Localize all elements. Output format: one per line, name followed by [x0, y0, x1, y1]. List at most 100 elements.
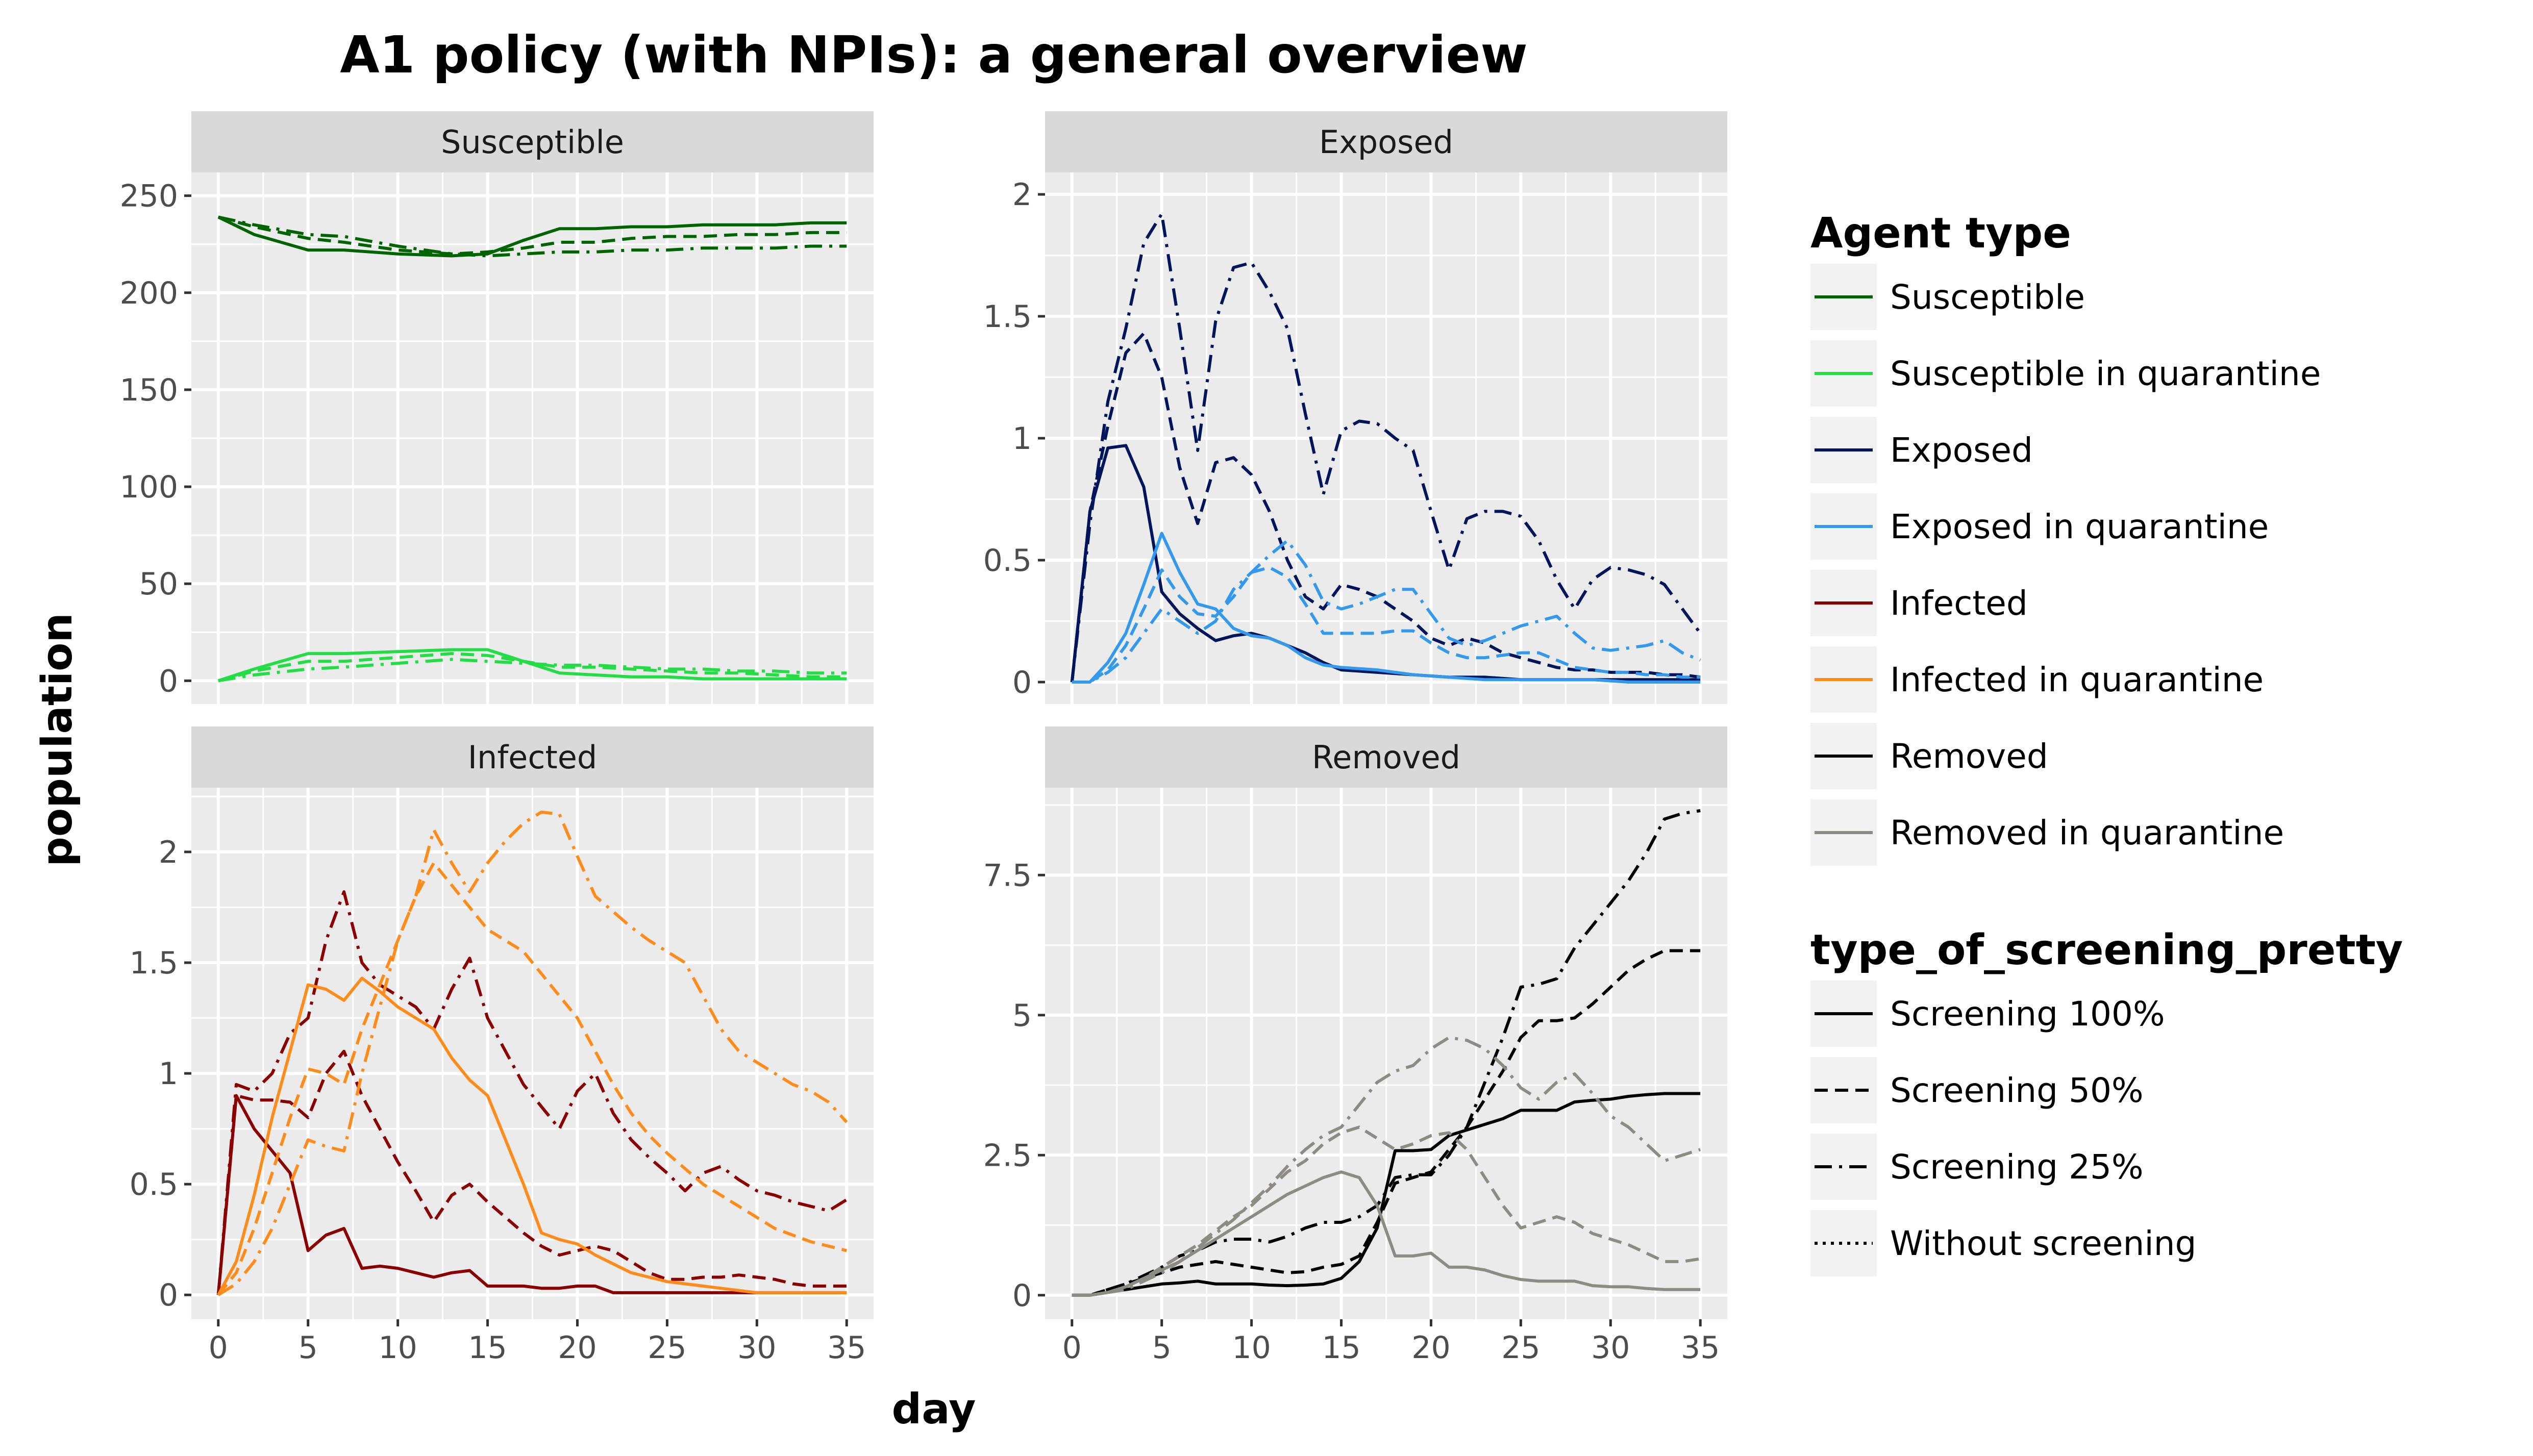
- x-tick-label: 35: [1681, 1330, 1720, 1366]
- legend: Agent type Susceptible Susceptible in quar…: [1810, 209, 2403, 1276]
- y-tick-label: 1: [1012, 421, 1032, 457]
- strip-label-infected: Infected: [468, 739, 597, 776]
- panel-susceptible: Susceptible 0 50 100 150 200 250: [119, 111, 874, 704]
- legend-item-screening-25: Screening 25%: [1810, 1134, 2144, 1200]
- y-tick-label: 50: [139, 566, 178, 602]
- legend-label: Infected in quarantine: [1890, 660, 2264, 699]
- strip-label-exposed: Exposed: [1319, 123, 1453, 161]
- x-tick-label: 35: [827, 1330, 866, 1366]
- series-line-exposed-screening-25: [1070, 212, 1702, 683]
- series-line-removed-in-quarantine-screening-50: [1072, 1125, 1701, 1297]
- legend-title-agent-type: Agent type: [1810, 209, 2071, 258]
- y-tick-label: 2.5: [983, 1138, 1032, 1173]
- legend-item-infected: Infected: [1810, 570, 2028, 636]
- series-line-exposed-in-quarantine-screening-25: [1072, 539, 1701, 684]
- series-line-susceptible-in-quarantine-screening-25: [218, 658, 847, 683]
- panels-layer: Susceptible050100150200250Exposed00.511.…: [119, 111, 1727, 1366]
- y-tick-label: 250: [119, 179, 178, 214]
- y-tick-label: 1: [159, 1056, 178, 1092]
- x-tick-label: 30: [1591, 1330, 1630, 1366]
- legend-item-screening-100: Screening 100%: [1810, 981, 2165, 1047]
- y-tick-label: 1.5: [983, 299, 1032, 335]
- legend-item-without-screening: Without screening: [1810, 1210, 2196, 1276]
- x-tick-label: 15: [468, 1330, 507, 1366]
- legend-label: Infected: [1890, 584, 2028, 623]
- legend-item-susceptible: Susceptible: [1810, 264, 2085, 330]
- y-axis-title: population: [33, 613, 82, 867]
- legend-label: Screening 50%: [1890, 1071, 2144, 1110]
- legend-label: Exposed in quarantine: [1890, 507, 2269, 546]
- x-tick-label: 5: [1152, 1330, 1172, 1366]
- strip-label-removed: Removed: [1312, 739, 1460, 776]
- series-group-exposed: [1070, 212, 1702, 684]
- series-group-susceptible: [217, 215, 847, 683]
- series-line-susceptible-screening-100: [217, 215, 847, 258]
- y-tick-label: 150: [119, 372, 178, 408]
- legend-key-background: [1810, 1210, 1877, 1276]
- legend-label: Removed in quarantine: [1890, 813, 2284, 852]
- x-axis-title: day: [892, 1385, 976, 1434]
- strip-exposed: [1045, 111, 1727, 172]
- legend-label: Susceptible in quarantine: [1890, 354, 2321, 393]
- series-line-susceptible-in-quarantine-screening-100: [217, 648, 847, 683]
- series-line-infected-screening-50: [216, 1049, 847, 1295]
- series-line-removed-screening-100: [1072, 1092, 1701, 1297]
- y-tick-label: 2: [159, 835, 178, 870]
- panel-infected: Infected 0 5 10 15 20 25 30 35 0 0.5 1 1.5 2: [130, 726, 874, 1366]
- strip-susceptible: [191, 111, 874, 172]
- series-line-infected-in-quarantine-screening-25: [217, 810, 848, 1296]
- y-tick-label: 1.5: [130, 945, 178, 981]
- legend-item-exposed-in-quarantine: Exposed in quarantine: [1810, 493, 2269, 560]
- y-tick-label: 0: [1012, 1278, 1032, 1314]
- x-tick-label: 20: [1411, 1330, 1450, 1366]
- panel-exposed: Exposed 0 0.5 1 1.5 2: [983, 111, 1727, 704]
- series-line-infected-screening-100: [216, 1094, 847, 1295]
- legend-label: Susceptible: [1890, 278, 2085, 317]
- y-tick-label: 200: [119, 275, 178, 311]
- y-tick-label: 0: [159, 1277, 178, 1313]
- x-tick-label: 25: [1501, 1330, 1540, 1366]
- y-tick-label: 7.5: [983, 858, 1032, 893]
- series-line-removed-in-quarantine-screening-25: [1072, 1036, 1701, 1297]
- x-tick-label: 0: [209, 1330, 228, 1366]
- legend-item-removed: Removed: [1810, 723, 2048, 789]
- series-line-exposed-in-quarantine-screening-50: [1072, 566, 1701, 684]
- legend-item-exposed: Exposed: [1810, 417, 2033, 483]
- y-tick-label: 2: [1012, 177, 1032, 213]
- series-line-infected-in-quarantine-screening-100: [217, 976, 847, 1296]
- series-line-susceptible-screening-25: [218, 215, 847, 258]
- legend-label: Screening 25%: [1890, 1147, 2144, 1187]
- strip-label-susceptible: Susceptible: [441, 123, 624, 161]
- panel-removed: Removed 0 5 10 15 20 25 30 35 0 2.5 5 7.5: [983, 726, 1727, 1366]
- x-tick-label: 30: [737, 1330, 776, 1366]
- legend-label: Screening 100%: [1890, 994, 2165, 1034]
- legend-label: Exposed: [1890, 431, 2033, 470]
- x-tick-label: 20: [558, 1330, 597, 1366]
- x-tick-label: 10: [378, 1330, 417, 1366]
- x-tick-label: 0: [1062, 1330, 1082, 1366]
- y-tick-label: 0: [1012, 665, 1032, 700]
- series-group-infected: [216, 810, 848, 1296]
- chart-title: A1 policy (with NPIs): a general overvie…: [340, 25, 1528, 85]
- series-line-infected-screening-25: [216, 890, 848, 1295]
- legend-item-susceptible-in-quarantine: Susceptible in quarantine: [1810, 340, 2321, 407]
- y-tick-label: 0.5: [130, 1167, 178, 1202]
- x-tick-label: 25: [648, 1330, 686, 1366]
- y-tick-label: 5: [1012, 998, 1032, 1034]
- legend-label: Without screening: [1890, 1224, 2196, 1263]
- series-line-removed-screening-50: [1072, 949, 1701, 1297]
- series-group-removed: [1072, 809, 1701, 1297]
- legend-title-type-of-screening-pretty: type_of_screening_pretty: [1810, 926, 2403, 974]
- strip-infected: [191, 726, 874, 788]
- series-line-exposed-in-quarantine-screening-100: [1072, 532, 1701, 684]
- y-tick-label: 0: [159, 663, 178, 699]
- x-tick-label: 10: [1232, 1330, 1271, 1366]
- y-tick-label: 100: [119, 469, 178, 505]
- x-tick-label: 15: [1322, 1330, 1360, 1366]
- series-line-susceptible-screening-50: [218, 215, 847, 256]
- legend-item-screening-50: Screening 50%: [1810, 1057, 2144, 1123]
- series-line-infected-in-quarantine-screening-50: [217, 861, 847, 1296]
- x-tick-label: 5: [299, 1330, 318, 1366]
